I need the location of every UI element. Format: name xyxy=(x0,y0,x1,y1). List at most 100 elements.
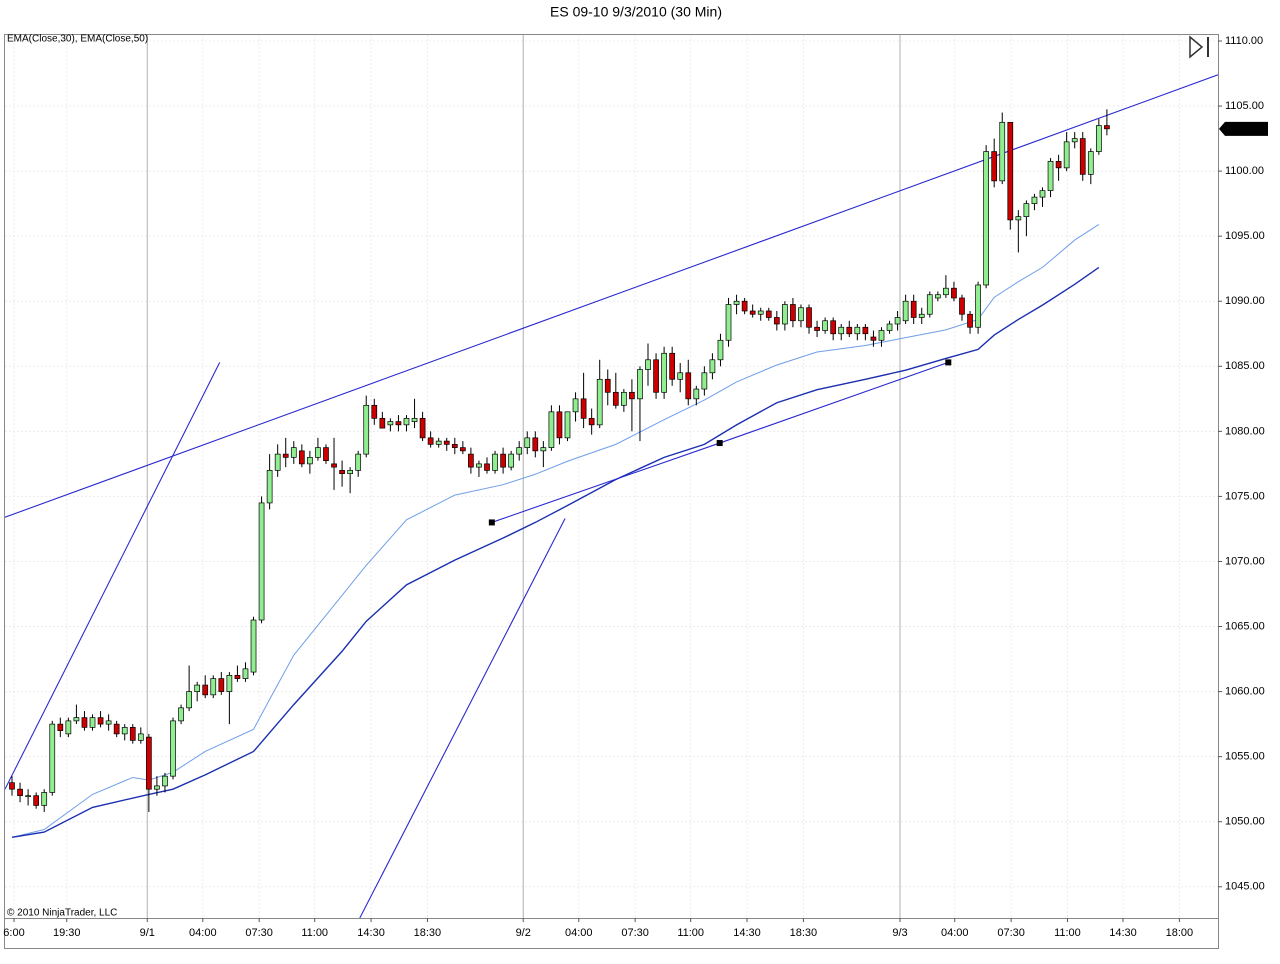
y-tick-label: 1050.00 xyxy=(1225,816,1265,828)
candle-body xyxy=(814,326,820,331)
candle-body xyxy=(1063,141,1070,169)
y-tick-label: 1055.00 xyxy=(1225,751,1265,763)
candle-body xyxy=(717,339,724,361)
x-tick-label: 07:30 xyxy=(245,927,273,939)
candle-body xyxy=(1047,160,1054,191)
candle-body xyxy=(371,404,378,419)
candle-body xyxy=(419,417,426,439)
candle-body xyxy=(709,359,716,374)
candle-body xyxy=(57,723,64,731)
x-tick-label: 07:30 xyxy=(621,927,649,939)
candle-body xyxy=(492,453,498,471)
candle-body xyxy=(902,300,909,322)
y-tick-label: 1110.00 xyxy=(1225,35,1263,47)
y-tick-label: 1090.00 xyxy=(1225,295,1265,307)
candle-body xyxy=(967,313,973,328)
candle-body xyxy=(323,447,329,461)
candle-body xyxy=(701,372,708,390)
candle-body xyxy=(1095,125,1102,152)
x-tick-label: 14:30 xyxy=(357,927,385,939)
candle-body xyxy=(677,372,684,380)
y-tick-label: 1070.00 xyxy=(1225,555,1265,567)
candle-body xyxy=(975,284,981,328)
candle-body xyxy=(443,440,450,445)
candle-body xyxy=(830,320,837,335)
candle-body xyxy=(97,717,104,725)
candle-body xyxy=(645,359,651,370)
x-tick-label: 04:00 xyxy=(189,927,217,939)
candle-body xyxy=(266,470,273,504)
chart-title: ES 09-10 9/3/2010 (30 Min) xyxy=(550,4,722,20)
y-tick-label: 1095.00 xyxy=(1225,230,1265,242)
x-tick-label: 18:00 xyxy=(1166,927,1194,939)
candle-body xyxy=(500,453,506,468)
candle-body xyxy=(934,294,941,299)
candle-body xyxy=(983,151,989,286)
candle-body xyxy=(532,437,539,452)
candle-body xyxy=(395,421,402,426)
y-tick-label: 1105.00 xyxy=(1225,100,1264,112)
candle-body xyxy=(202,684,209,696)
y-tick-label: 1080.00 xyxy=(1225,425,1265,437)
candle-body xyxy=(65,720,72,735)
candle-body xyxy=(782,304,788,325)
candle-body xyxy=(427,437,434,445)
grid-layer xyxy=(5,35,1218,918)
candle-body xyxy=(363,404,370,455)
candle-body xyxy=(1079,138,1086,175)
candle-body xyxy=(307,457,313,465)
candle-body xyxy=(870,336,877,341)
candle-body xyxy=(250,619,257,673)
candle-body xyxy=(1015,216,1022,221)
x-axis-frame xyxy=(4,918,1219,949)
candle-body xyxy=(476,463,482,468)
candle-body xyxy=(387,421,394,426)
candle-body xyxy=(49,723,56,793)
candle-body xyxy=(604,378,611,393)
candle-body xyxy=(653,359,659,393)
x-tick-label: 18:30 xyxy=(414,927,442,939)
candle-body xyxy=(170,720,176,777)
candle-body xyxy=(451,444,458,448)
candle-body xyxy=(146,736,152,790)
candle-body xyxy=(926,294,933,315)
candle-body xyxy=(733,300,740,305)
play-icon[interactable] xyxy=(1189,35,1204,59)
trend-anchor xyxy=(488,519,495,526)
labels-layer: 1045.00 1050.00 1055.00 1060.00 1065.00 1070.… xyxy=(3,35,1268,939)
candle-body xyxy=(878,330,885,341)
candle-body xyxy=(81,717,88,728)
y-tick-label: 1100.00 xyxy=(1225,165,1264,177)
y-tick-label: 1045.00 xyxy=(1225,881,1265,893)
candle-body xyxy=(580,398,587,419)
candle-body xyxy=(741,300,748,312)
y-tick-label: 1075.00 xyxy=(1225,490,1265,502)
candle-body xyxy=(347,470,353,474)
candle-body xyxy=(226,674,233,692)
candle-body xyxy=(540,447,547,452)
candle-body xyxy=(194,684,201,692)
candle-body xyxy=(773,317,780,325)
trend-anchor xyxy=(716,440,723,447)
x-tick-label: 9/2 xyxy=(516,927,531,939)
candle-body xyxy=(41,792,48,806)
trend-line xyxy=(5,74,1218,518)
candle-body xyxy=(693,388,700,400)
candle-body xyxy=(1104,125,1110,130)
candle-body xyxy=(637,369,643,400)
candle-body xyxy=(564,411,571,439)
candle-body xyxy=(918,313,925,318)
x-tick-label: 11:00 xyxy=(677,927,704,939)
x-tick-label: 19:30 xyxy=(53,927,81,939)
x-tick-label: 04:00 xyxy=(565,927,593,939)
candle-body xyxy=(894,317,901,325)
x-tick-label: 14:30 xyxy=(733,927,761,939)
candle-body xyxy=(274,453,281,471)
candle-body xyxy=(1031,196,1038,204)
scroll-end-button[interactable] xyxy=(1189,35,1209,59)
candle-body xyxy=(186,691,192,709)
x-tick-label: 11:00 xyxy=(1054,927,1081,939)
candle-body xyxy=(612,391,619,406)
candle-body xyxy=(331,463,337,468)
y-tick-label: 1060.00 xyxy=(1225,685,1265,697)
